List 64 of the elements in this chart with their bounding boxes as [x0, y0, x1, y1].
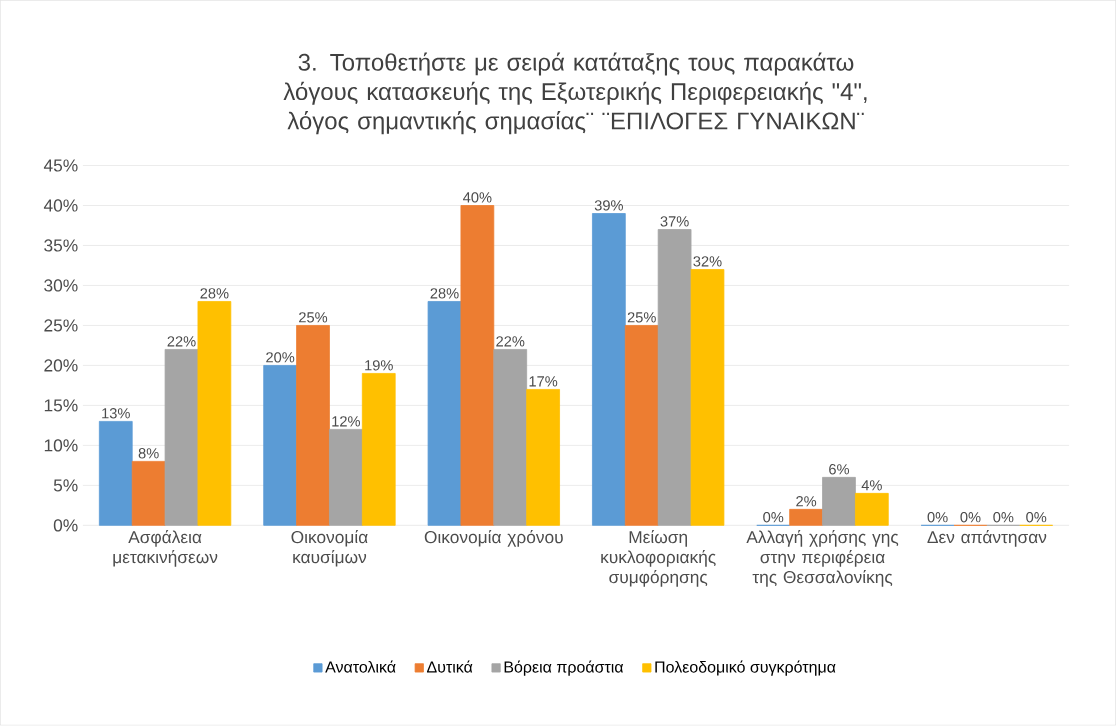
bar: [493, 349, 528, 526]
data-label: 22%: [496, 336, 525, 347]
legend-label: Δυτικά: [426, 660, 473, 673]
x-tick-label: Αλλαγή χρήσης γης στην περιφέρεια της Θεσσαλονίκης: [746, 530, 899, 587]
bar: [789, 509, 823, 526]
data-label: 19%: [365, 360, 393, 371]
data-label: 2%: [796, 496, 817, 507]
bar: [98, 421, 133, 526]
y-tick-label: 0%: [53, 519, 78, 532]
bar: [427, 301, 462, 526]
legend-label: Βόρεια προάστια: [504, 660, 624, 677]
data-label: 0%: [927, 512, 948, 523]
bar: [822, 477, 856, 526]
data-label: 20%: [266, 352, 295, 363]
bar: [263, 365, 297, 526]
data-label: 0%: [960, 512, 981, 523]
y-tick-label: 40%: [43, 199, 78, 212]
bar: [329, 429, 363, 526]
chart-title: 3. Τοποθετήστε με σειρά κατάταξης τους παρακάτω λόγους κατασκευής της Εξωτερικής Περιφερειακής "4", λόγος σημαντικής σημασίας¨ ¨ΕΠΙΛΟΓΕΣ ΓΥΝΑΙΚΩΝ¨: [283, 52, 867, 135]
bar: [592, 213, 626, 526]
data-label: 13%: [102, 408, 130, 419]
data-label: 32%: [693, 256, 722, 267]
legend-label: Πολεοδομικό συγκρότημα: [655, 660, 836, 677]
y-tick-label: 10%: [44, 439, 78, 452]
data-label: 0%: [763, 512, 784, 523]
legend-label: Ανατολικά: [325, 660, 396, 673]
y-tick-label: 35%: [44, 239, 78, 252]
bar: [197, 301, 232, 526]
data-label: 25%: [627, 312, 656, 323]
data-label: 40%: [463, 192, 492, 203]
bar: [296, 325, 330, 526]
data-label: 37%: [660, 216, 689, 227]
y-tick-label: 25%: [44, 319, 78, 332]
y-tick-label: 30%: [44, 279, 78, 292]
bar: [690, 269, 725, 526]
bar: [526, 389, 560, 526]
bar: [855, 493, 889, 526]
x-tick-label: Ασφάλεια μετακινήσεων: [113, 530, 218, 567]
data-label: 0%: [993, 512, 1014, 523]
data-label: 8%: [138, 448, 159, 459]
data-label: 0%: [1026, 512, 1047, 523]
data-label: 39%: [594, 200, 623, 211]
data-label: 28%: [200, 288, 229, 299]
x-tick-label: Οικονομία καυσίμων: [291, 530, 368, 567]
bar: [131, 461, 166, 526]
data-label: 4%: [861, 480, 882, 491]
y-tick-label: 5%: [53, 479, 78, 492]
bar: [624, 325, 659, 526]
x-tick-label: Δεν απάντησαν: [927, 530, 1047, 547]
data-label: 22%: [167, 336, 196, 347]
y-tick-label: 15%: [44, 399, 78, 412]
x-tick-label: Μείωση κυκλοφοριακής συμφόρησης: [601, 530, 716, 587]
bar: [164, 349, 199, 526]
bar: [361, 373, 396, 526]
data-label: 25%: [299, 312, 328, 323]
y-tick-label: 45%: [43, 159, 78, 172]
x-tick-label: Οικονομία χρόνου: [424, 530, 563, 547]
bar: [657, 229, 692, 526]
data-label: 6%: [829, 464, 850, 475]
bar: [460, 205, 495, 526]
data-label: 28%: [430, 288, 459, 299]
data-label: 17%: [529, 376, 558, 387]
y-tick-label: 20%: [44, 359, 78, 372]
data-label: 12%: [332, 416, 361, 427]
